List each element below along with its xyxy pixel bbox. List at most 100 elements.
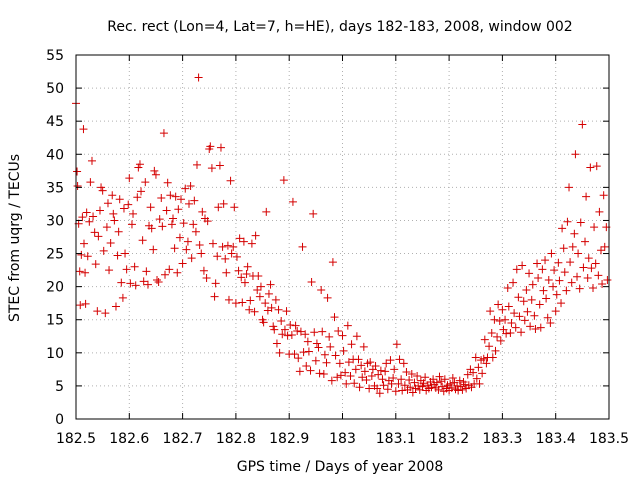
data-point: [282, 307, 291, 316]
grid-lines: [76, 55, 609, 419]
data-point: [525, 269, 534, 278]
y-tick-label: 30: [46, 213, 64, 229]
data-points: [72, 73, 612, 398]
y-tick-label: 55: [46, 48, 64, 64]
data-point: [270, 325, 279, 334]
data-point: [485, 342, 494, 351]
data-point: [488, 353, 497, 362]
data-point: [406, 383, 415, 392]
data-point: [567, 278, 576, 287]
data-point: [253, 285, 262, 294]
data-point: [400, 381, 409, 390]
data-point: [79, 239, 88, 248]
data-point: [469, 368, 478, 377]
data-point: [280, 325, 289, 334]
data-point: [325, 332, 334, 341]
data-point: [496, 336, 505, 345]
data-point: [216, 143, 225, 152]
data-point: [198, 207, 207, 216]
data-point: [102, 223, 111, 232]
data-point: [343, 321, 352, 330]
data-point: [166, 191, 175, 200]
data-point: [527, 295, 536, 304]
data-point: [214, 203, 223, 212]
data-point: [111, 302, 120, 311]
data-point: [515, 312, 524, 321]
data-point: [386, 356, 395, 365]
data-point: [113, 251, 122, 260]
data-point: [165, 265, 174, 274]
data-point: [510, 309, 519, 318]
data-point: [351, 365, 360, 374]
data-point: [494, 300, 503, 309]
data-point: [598, 279, 607, 288]
data-point: [495, 317, 504, 326]
data-point: [371, 362, 380, 371]
data-point: [159, 129, 168, 138]
data-point: [242, 270, 251, 279]
y-tick-label: 0: [55, 412, 64, 428]
x-tick-label: 182.5: [56, 431, 96, 447]
data-point: [199, 266, 208, 275]
data-point: [237, 273, 246, 282]
data-point: [482, 359, 491, 368]
data-point: [315, 369, 324, 378]
data-point: [504, 302, 513, 311]
data-point: [597, 246, 606, 255]
data-point: [344, 358, 353, 367]
data-point: [594, 271, 603, 280]
data-point: [357, 361, 366, 370]
data-point: [103, 199, 112, 208]
data-point: [336, 371, 345, 380]
data-point: [568, 242, 577, 251]
data-point: [543, 313, 552, 322]
data-point: [182, 245, 191, 254]
data-point: [587, 264, 596, 273]
x-tick-label: 183: [329, 431, 356, 447]
data-point: [197, 249, 206, 258]
data-point: [295, 367, 304, 376]
data-point: [296, 327, 305, 336]
data-point: [272, 339, 281, 348]
data-point: [317, 285, 326, 294]
data-point: [210, 292, 219, 301]
data-point: [230, 203, 239, 212]
data-point: [352, 332, 361, 341]
data-point: [570, 229, 579, 238]
data-point: [599, 191, 608, 200]
data-point: [223, 241, 232, 250]
data-point: [277, 317, 286, 326]
data-point: [89, 212, 98, 221]
y-tick-label: 35: [46, 180, 64, 196]
data-point: [105, 266, 114, 275]
data-point: [240, 278, 249, 287]
data-point: [157, 193, 166, 202]
data-point: [447, 383, 456, 392]
data-point: [211, 279, 220, 288]
data-point: [213, 252, 222, 261]
data-point: [247, 239, 256, 248]
data-point: [528, 280, 537, 289]
data-point: [603, 276, 612, 285]
data-point: [421, 373, 430, 382]
data-point: [394, 379, 403, 388]
data-point: [167, 220, 176, 229]
data-point: [174, 205, 183, 214]
data-point: [455, 376, 464, 385]
data-point: [101, 309, 110, 318]
data-point: [453, 381, 462, 390]
y-tick-label: 10: [46, 346, 64, 362]
data-point: [318, 327, 327, 336]
data-point: [109, 209, 118, 218]
data-point: [286, 321, 295, 330]
chart-title: Rec. rect (Lon=4, Lat=7, h=HE), days 182…: [107, 19, 572, 35]
data-point: [578, 120, 587, 129]
data-point: [486, 307, 495, 316]
data-point: [275, 348, 284, 357]
data-point: [362, 375, 371, 384]
data-point: [301, 330, 310, 339]
data-point: [542, 294, 551, 303]
data-point: [538, 265, 547, 274]
data-point: [328, 258, 337, 267]
data-point: [221, 254, 230, 263]
